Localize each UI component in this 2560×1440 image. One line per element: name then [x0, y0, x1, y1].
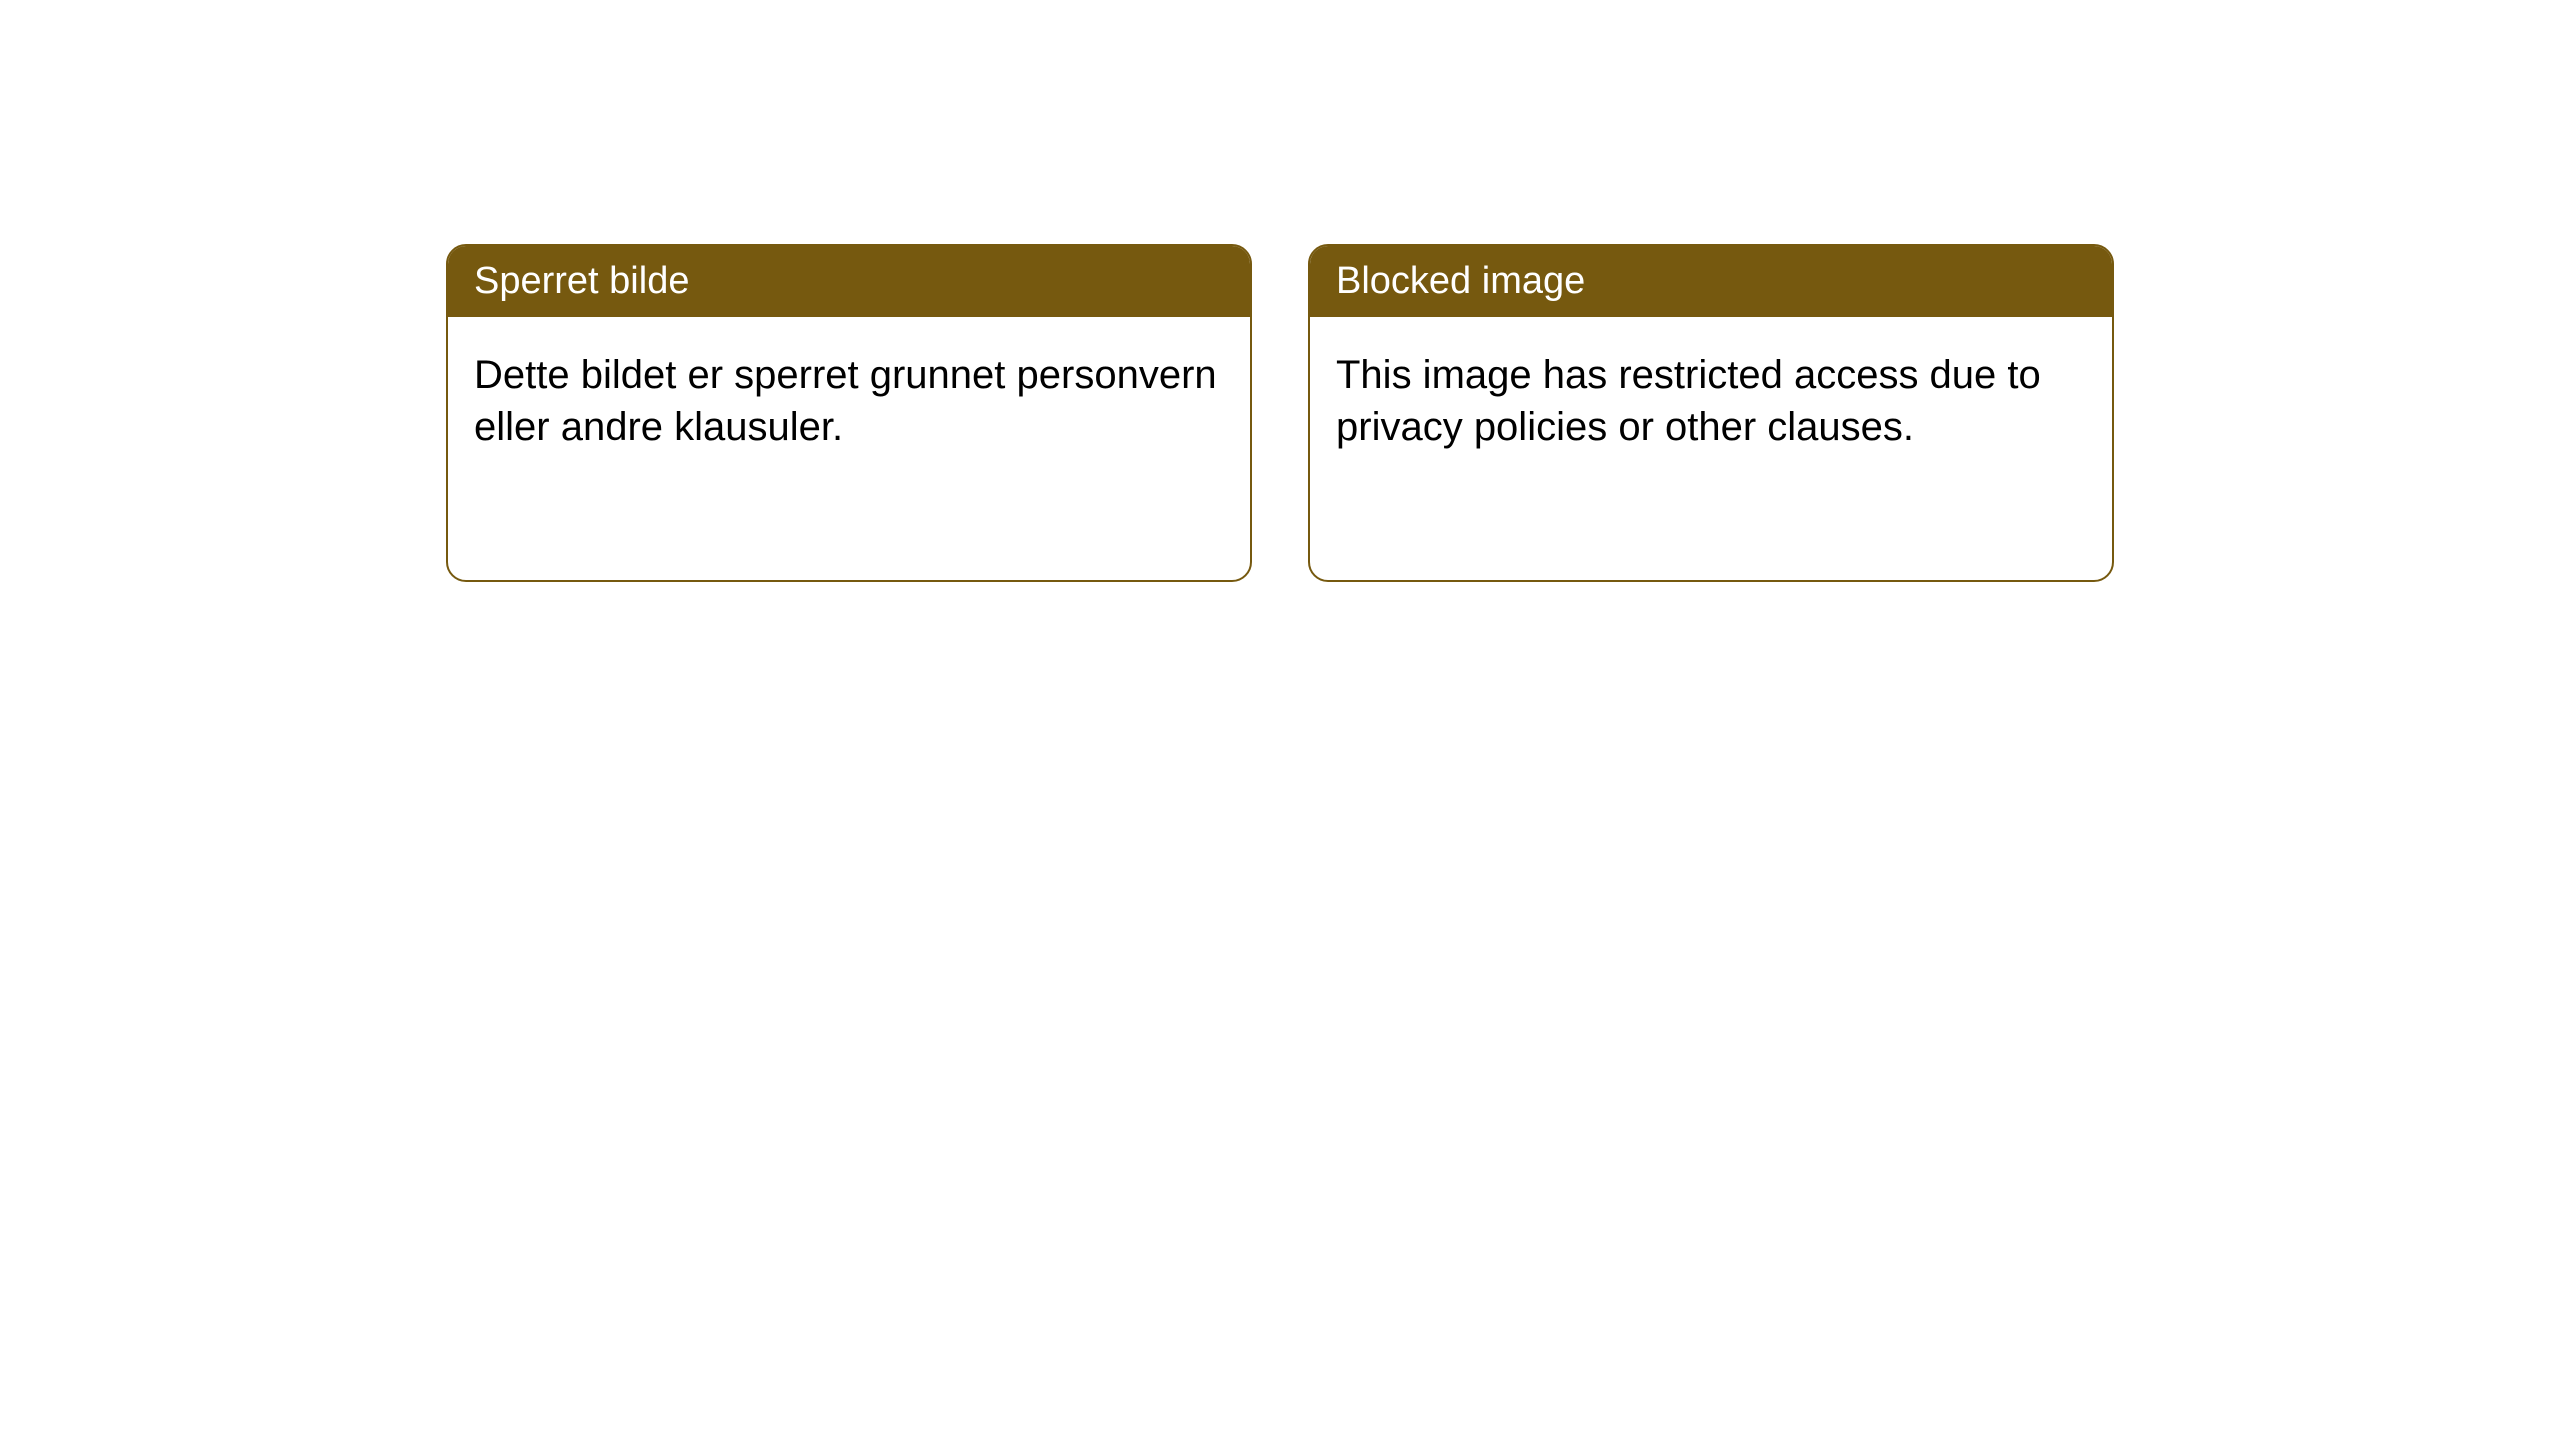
- notice-cards-container: Sperret bilde Dette bildet er sperret gr…: [446, 244, 2114, 582]
- card-body: This image has restricted access due to …: [1310, 317, 2112, 485]
- card-body-text: This image has restricted access due to …: [1336, 353, 2041, 449]
- card-header: Sperret bilde: [448, 246, 1250, 317]
- card-header: Blocked image: [1310, 246, 2112, 317]
- notice-card-norwegian: Sperret bilde Dette bildet er sperret gr…: [446, 244, 1252, 582]
- card-body-text: Dette bildet er sperret grunnet personve…: [474, 353, 1217, 449]
- card-body: Dette bildet er sperret grunnet personve…: [448, 317, 1250, 485]
- card-header-text: Sperret bilde: [474, 260, 689, 302]
- notice-card-english: Blocked image This image has restricted …: [1308, 244, 2114, 582]
- card-header-text: Blocked image: [1336, 260, 1585, 302]
